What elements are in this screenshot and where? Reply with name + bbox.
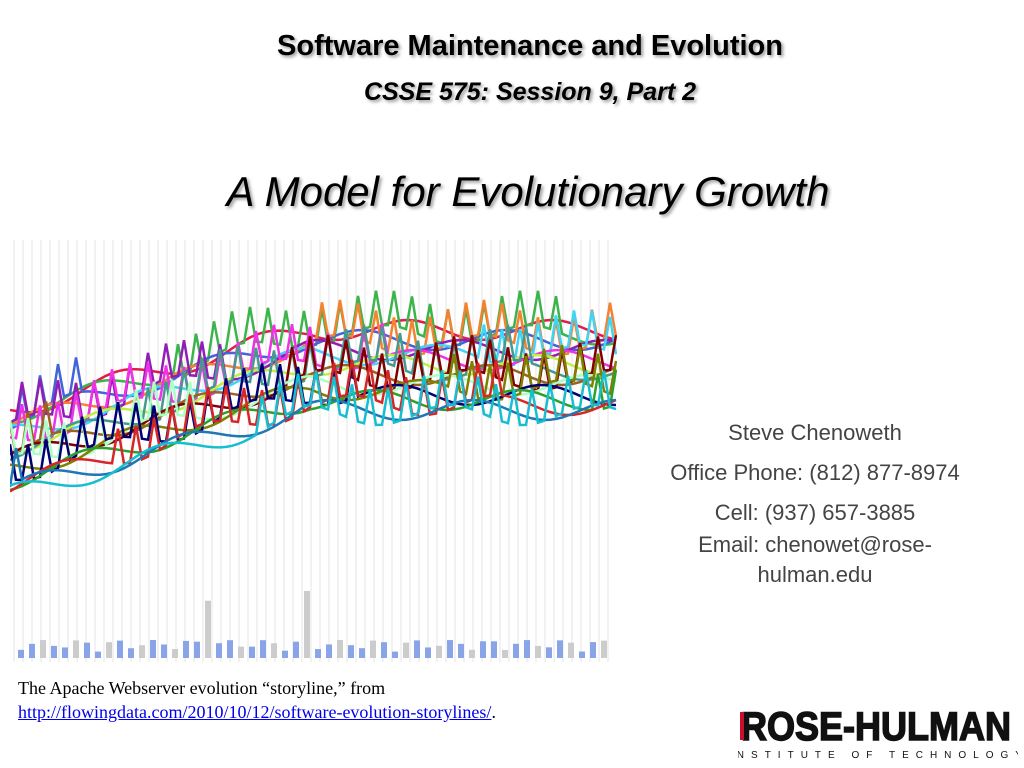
image-bar bbox=[392, 651, 398, 658]
image-bar bbox=[271, 643, 277, 658]
slide-subtitle: CSSE 575: Session 9, Part 2 bbox=[363, 78, 697, 106]
image-bar bbox=[139, 645, 145, 658]
image-bar bbox=[480, 641, 486, 658]
storyline bbox=[10, 322, 617, 442]
logo-accent bbox=[740, 712, 744, 740]
image-bar bbox=[249, 646, 255, 658]
image-bar bbox=[238, 646, 244, 658]
image-bar bbox=[513, 643, 519, 658]
image-bar bbox=[161, 644, 167, 658]
image-bar bbox=[557, 640, 563, 658]
slide-heading: A Model for Evolutionary Growth bbox=[226, 168, 830, 215]
image-bar bbox=[95, 651, 101, 658]
image-bar bbox=[260, 640, 266, 658]
caption-end: . bbox=[491, 702, 496, 722]
storyline bbox=[10, 370, 617, 488]
image-bar bbox=[414, 640, 420, 658]
image-bar bbox=[216, 643, 222, 658]
contact-name: Steve Chenoweth bbox=[728, 420, 902, 445]
slide-title: Software Maintenance and Evolution bbox=[277, 30, 783, 62]
contact-office: Office Phone: (812) 877-8974 bbox=[670, 460, 960, 485]
image-bar bbox=[51, 645, 57, 658]
contact-email: Email: chenowet@rose-hulman.edu bbox=[698, 532, 932, 587]
image-bar bbox=[601, 640, 607, 658]
image-bar bbox=[73, 640, 79, 658]
image-bar bbox=[40, 640, 46, 658]
image-bar bbox=[150, 640, 156, 658]
storyline bbox=[10, 334, 617, 456]
image-bar bbox=[194, 641, 200, 658]
image-bar bbox=[524, 640, 530, 658]
image-bar bbox=[205, 600, 211, 658]
image-bar bbox=[106, 642, 112, 658]
image-bar bbox=[447, 640, 453, 658]
image-bar bbox=[282, 650, 288, 658]
image-bar bbox=[381, 642, 387, 658]
image-bar bbox=[128, 648, 134, 658]
storyline-image bbox=[10, 240, 617, 662]
image-bar bbox=[348, 645, 354, 658]
image-bar bbox=[469, 649, 475, 658]
image-bar bbox=[304, 590, 310, 658]
caption: The Apache Webserver evolution “storylin… bbox=[18, 676, 538, 724]
image-bar bbox=[370, 640, 376, 658]
image-bar bbox=[568, 642, 574, 658]
image-bar bbox=[227, 640, 233, 658]
image-bar bbox=[337, 640, 343, 658]
image-bar bbox=[590, 642, 596, 658]
contact-block: Steve Chenoweth Office Phone: (812) 877-… bbox=[640, 418, 990, 590]
image-bar bbox=[436, 645, 442, 658]
caption-link[interactable]: http://flowingdata.com/2010/10/12/softwa… bbox=[18, 702, 492, 722]
image-bar bbox=[425, 647, 431, 658]
image-bar bbox=[293, 641, 299, 658]
image-bar bbox=[315, 649, 321, 658]
logo-tagline: INSTITUTE OF TECHNOLOGY bbox=[738, 750, 1018, 761]
contact-cell: Cell: (937) 657-3885 bbox=[714, 500, 916, 525]
logo: ROSE-HULMAN INSTITUTE OF TECHNOLOGY bbox=[738, 708, 1018, 761]
image-bar bbox=[535, 645, 541, 658]
image-bar bbox=[84, 642, 90, 658]
image-bar bbox=[359, 648, 365, 658]
logo-name: ROSE-HULMAN bbox=[741, 708, 1011, 749]
image-bar bbox=[29, 643, 35, 658]
image-bar bbox=[18, 649, 24, 658]
image-bar bbox=[172, 649, 178, 658]
image-bar bbox=[62, 647, 68, 658]
caption-text: The Apache Webserver evolution “storylin… bbox=[18, 678, 386, 698]
image-bar bbox=[117, 640, 123, 658]
image-bar bbox=[458, 643, 464, 658]
image-bar bbox=[326, 644, 332, 658]
image-bar bbox=[546, 647, 552, 658]
image-bar bbox=[183, 640, 189, 658]
image-bar bbox=[579, 651, 585, 658]
image-bar bbox=[502, 649, 508, 658]
image-bar bbox=[491, 641, 497, 658]
image-bar bbox=[403, 642, 409, 658]
